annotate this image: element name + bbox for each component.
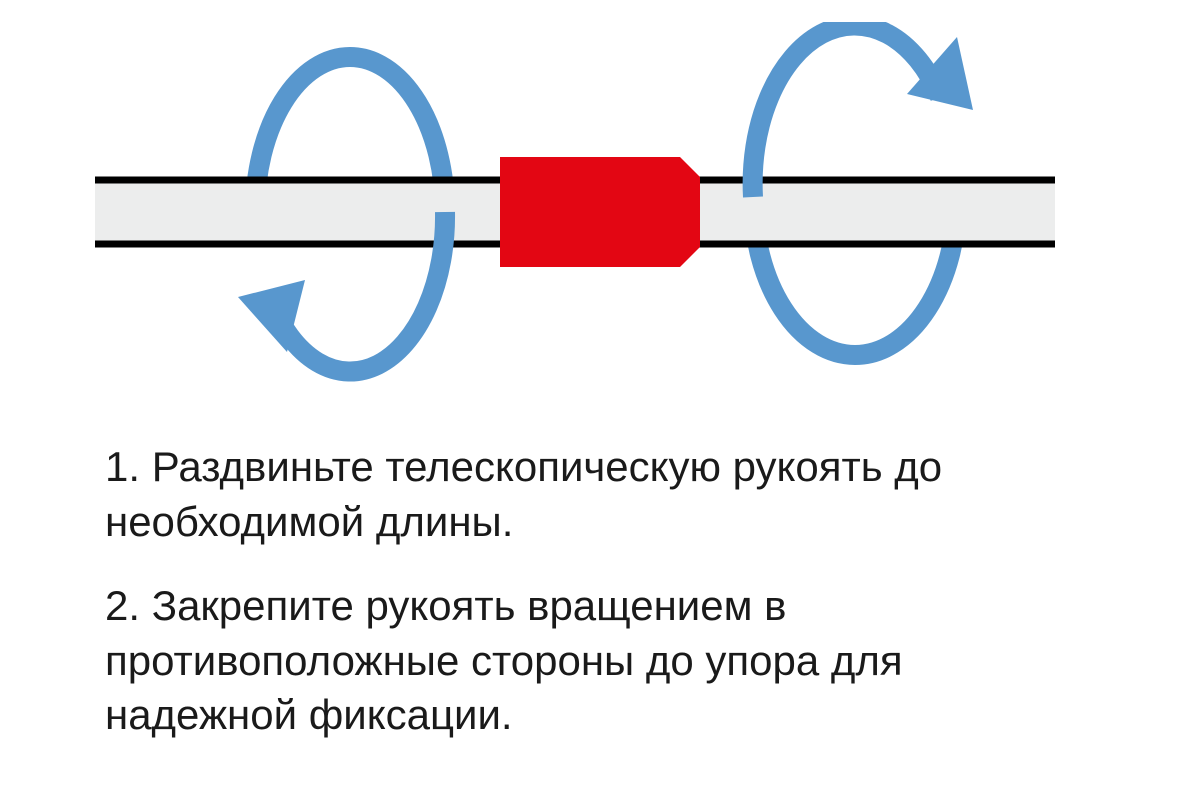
- right-arrow-front: [753, 25, 940, 197]
- instruction-text: 1. Раздвиньте телескопическую рукоять до…: [105, 440, 1105, 773]
- step-2: 2. Закрепите рукоять вращением в противо…: [105, 579, 1105, 743]
- step-1: 1. Раздвиньте телескопическую рукоять до…: [105, 440, 1105, 549]
- rotation-diagram: [95, 22, 1055, 402]
- instruction-card: 1. Раздвиньте телескопическую рукоять до…: [0, 0, 1200, 800]
- coupling-sleeve: [500, 157, 700, 267]
